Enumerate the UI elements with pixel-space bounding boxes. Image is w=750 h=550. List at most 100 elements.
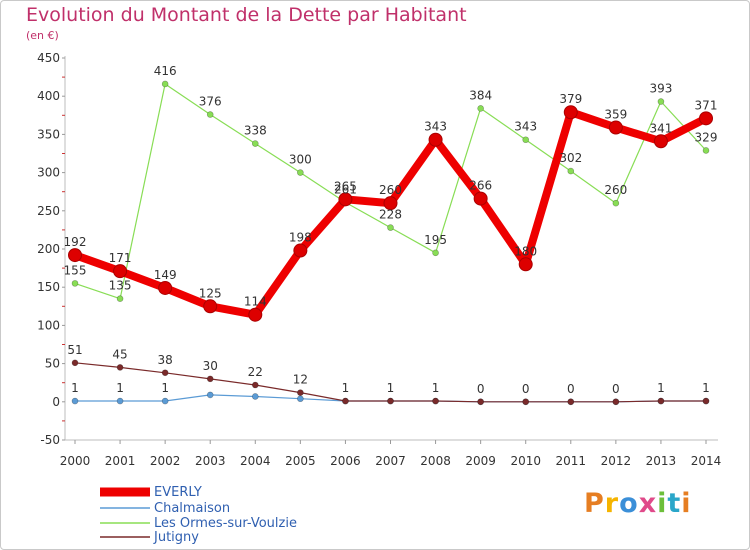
logo-letter: o (619, 488, 639, 519)
series-point-3 (387, 397, 394, 405)
x-tick-label: 2013 (646, 454, 677, 468)
chart-axes (64, 56, 718, 441)
data-label-0: 379 (559, 92, 582, 106)
x-tick-label: 2012 (601, 454, 632, 468)
data-label-0: 149 (154, 268, 177, 282)
series-point-0 (158, 280, 173, 295)
series-point-2 (522, 136, 530, 144)
data-label-0: 260 (379, 183, 402, 197)
y-tick-label: 350 (37, 127, 60, 141)
data-label-2: 376 (199, 95, 222, 109)
y-tick-label: 300 (37, 166, 60, 180)
y-tick-label: 100 (37, 318, 60, 332)
data-label-2: 135 (109, 279, 132, 293)
series-point-3 (297, 389, 304, 396)
y-tick-label: 200 (37, 242, 60, 256)
series-point-2 (612, 199, 620, 207)
data-label-3: 1 (342, 381, 350, 395)
data-label-3: 0 (612, 382, 620, 396)
series-point-2 (251, 140, 259, 147)
y-tick-label: 150 (37, 280, 60, 294)
series-point-0 (383, 196, 398, 211)
data-label-3: 0 (522, 382, 530, 396)
data-label-0: 341 (649, 121, 672, 135)
series-point-1 (251, 393, 259, 400)
x-tick-label: 2006 (330, 454, 361, 468)
data-label-0: 265 (334, 179, 357, 193)
logo-letter: x (638, 488, 658, 519)
logo-letter: r (604, 488, 620, 519)
data-label-0: 125 (199, 286, 222, 300)
logo-letter: i (681, 488, 692, 519)
proxiti-logo: Proxiti (584, 488, 692, 519)
series-point-2 (71, 280, 79, 287)
x-tick-label: 2008 (420, 454, 451, 468)
data-label-0: 171 (109, 251, 132, 265)
series-point-3 (251, 381, 259, 389)
data-label-2: 195 (424, 233, 447, 247)
data-label-3: 0 (567, 382, 575, 396)
chart-title: Evolution du Montant de la Dette par Hab… (26, 4, 467, 26)
series-point-0 (428, 132, 443, 147)
series-point-2 (657, 98, 665, 105)
series-point-1 (161, 397, 169, 405)
series-point-3 (116, 364, 124, 371)
legend-label-everly: EVERLY (154, 485, 202, 500)
series-point-3 (612, 398, 620, 406)
data-label-0: 266 (469, 179, 492, 193)
y-tick-label: 0 (52, 395, 60, 409)
data-label-0: 371 (695, 98, 718, 112)
series-point-0 (248, 307, 263, 322)
series-point-0 (608, 120, 623, 135)
data-label-1: 1 (161, 381, 169, 395)
data-label-2: 338 (244, 124, 267, 138)
series-point-2 (432, 249, 439, 257)
data-label-2: 155 (64, 263, 87, 277)
x-tick-label: 2009 (465, 454, 496, 468)
logo-letter: i (657, 488, 668, 519)
data-label-2: 343 (514, 120, 537, 134)
data-label-0: 359 (604, 108, 627, 122)
legend-label-jutigny: Jutigny (154, 530, 199, 545)
series-point-0 (113, 264, 128, 279)
chart-data-labels: 192 171 149 125 114 198 265 260 343 266 180 379 359 3… (64, 64, 718, 396)
series-point-0 (203, 299, 218, 314)
series-point-0 (518, 257, 533, 272)
data-label-2: 416 (154, 64, 177, 78)
x-tick-label: 2014 (691, 454, 722, 468)
chart-series (68, 80, 713, 406)
series-point-3 (567, 398, 575, 406)
series-line-2 (119, 83, 437, 300)
chart-unit-label: (en €) (26, 29, 59, 42)
series-point-3 (161, 369, 169, 377)
data-label-2: 384 (469, 88, 492, 102)
series-point-3 (71, 359, 79, 367)
data-label-0: 180 (514, 244, 537, 258)
logo-letter: t (667, 488, 682, 519)
series-point-3 (522, 398, 530, 406)
series-point-0 (653, 134, 668, 149)
data-label-0: 343 (424, 120, 447, 134)
data-label-3: 1 (702, 381, 710, 395)
series-point-1 (71, 397, 79, 405)
series-point-3 (206, 375, 214, 383)
x-tick-label: 2004 (240, 454, 271, 468)
series-point-0 (293, 243, 308, 258)
series-point-0 (563, 105, 578, 120)
series-point-2 (567, 167, 575, 175)
data-label-0: 114 (244, 295, 267, 309)
y-tick-label: 400 (37, 89, 60, 103)
data-label-3: 22 (248, 365, 263, 379)
series-point-3 (657, 397, 665, 405)
data-label-1: 1 (71, 381, 79, 395)
series-line-2 (74, 282, 121, 300)
series-point-0 (68, 248, 82, 263)
data-label-3: 1 (387, 381, 395, 395)
x-tick-label: 2000 (60, 454, 91, 468)
data-label-3: 51 (67, 343, 82, 357)
x-tick-label: 2003 (195, 454, 226, 468)
x-tick-label: 2011 (556, 454, 587, 468)
data-label-3: 38 (158, 353, 173, 367)
